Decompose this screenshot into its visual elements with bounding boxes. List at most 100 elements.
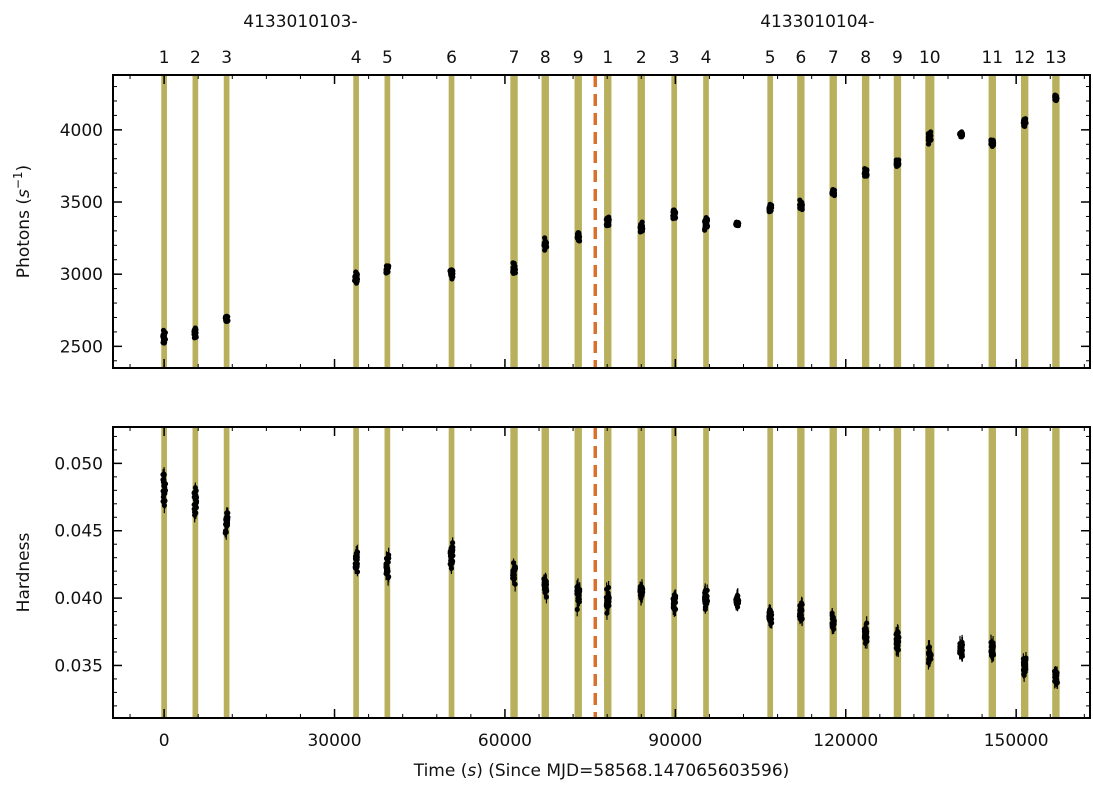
photon-rate-point [702, 226, 708, 232]
observation-band-bottom-10 [604, 427, 612, 718]
observation-segment-label: 11 [981, 48, 1003, 68]
hardness-point [957, 645, 964, 651]
observation-band-bottom-2 [192, 427, 199, 718]
observation-band-top-21 [1020, 75, 1029, 368]
observation-band-top-4 [353, 75, 359, 368]
hardness-point [1054, 677, 1060, 683]
photon-rate-point [797, 205, 804, 212]
obsid-group-label: 4133010104- [760, 12, 874, 32]
hardness-point [1020, 667, 1027, 673]
photon-rate-point [510, 260, 516, 266]
y-axis-label-hardness: Hardness [14, 533, 34, 613]
hardness-point [223, 529, 229, 535]
photon-rate-point [604, 217, 610, 223]
hardness-point [1020, 660, 1027, 666]
y-tick-label-top: 2500 [60, 337, 103, 357]
observation-band-top-8 [541, 75, 549, 368]
x-tick-label: 120000 [813, 731, 878, 751]
observation-band-bottom-16 [829, 427, 837, 718]
photon-rate-point [447, 268, 453, 274]
observation-band-top-6 [448, 75, 455, 368]
photon-rate-point [160, 332, 166, 339]
hardness-point [735, 600, 741, 606]
observation-band-top-9 [574, 75, 582, 368]
observation-band-bottom-9 [574, 427, 582, 718]
y-tick-label-bottom: 0.045 [54, 522, 103, 542]
observation-segment-label: 1 [602, 48, 613, 68]
observation-band-bottom-18 [893, 427, 902, 718]
hardness-point [354, 555, 360, 562]
hardness-point [604, 610, 610, 616]
observation-segment-label: 2 [636, 48, 647, 68]
photon-rate-point [604, 222, 610, 229]
photon-rate-point [925, 141, 932, 147]
hardness-point [702, 595, 708, 601]
observation-band-top-3 [223, 75, 230, 368]
observation-segment-label: 5 [765, 48, 776, 68]
hardness-point [193, 504, 199, 511]
x-tick-label: 0 [159, 731, 170, 751]
observation-segment-label: 9 [892, 48, 903, 68]
observation-band-bottom-20 [988, 427, 996, 718]
observation-band-bottom-17 [861, 427, 870, 718]
observation-band-top-12 [671, 75, 678, 368]
hardness-point [542, 577, 549, 584]
observation-segment-label: 10 [919, 48, 941, 68]
hardness-point [575, 597, 582, 603]
observation-band-top-1 [161, 75, 167, 368]
hardness-point [448, 545, 454, 551]
plot-frame-top [112, 74, 1091, 369]
hardness-point [193, 488, 199, 494]
photon-rate-point [510, 264, 516, 271]
observation-segment-label: 8 [540, 48, 551, 68]
observation-band-bottom-13 [703, 427, 709, 718]
hardness-point [352, 565, 359, 571]
hardness-point [988, 648, 994, 654]
y-tick-label-top: 3000 [60, 265, 103, 285]
observation-segment-label: 9 [573, 48, 584, 68]
photon-rate-point [862, 168, 868, 175]
photon-rate-point [1023, 120, 1029, 126]
observation-band-top-17 [861, 75, 870, 368]
observation-segment-label: 6 [795, 48, 806, 68]
observation-segment-label: 4 [701, 48, 712, 68]
observation-segment-label: 2 [190, 48, 201, 68]
photon-rate-point [829, 191, 835, 197]
hardness-point [830, 618, 836, 624]
photon-rate-point [353, 274, 360, 280]
photon-rate-point [1053, 96, 1060, 102]
observation-segment-label: 7 [828, 48, 839, 68]
hardness-point [605, 595, 611, 601]
observation-band-top-5 [384, 75, 391, 368]
hardness-point [829, 612, 835, 619]
photon-rate-point [384, 267, 390, 273]
hardness-point [1053, 669, 1059, 675]
observation-band-top-16 [829, 75, 837, 368]
plot-frame-bottom [112, 426, 1091, 719]
hardness-point [863, 633, 869, 639]
photon-rate-point [959, 129, 965, 135]
photon-rate-point [670, 209, 676, 215]
photon-rate-point [988, 137, 994, 143]
photon-rate-point [638, 226, 645, 232]
hardness-point [160, 498, 166, 505]
photon-rate-point [192, 325, 198, 331]
hardness-point [543, 594, 550, 600]
observation-segment-label: 12 [1014, 48, 1036, 68]
hardness-point [224, 520, 230, 526]
hardness-point [386, 574, 392, 580]
hardness-point [605, 602, 611, 608]
y-tick-label-top: 4000 [60, 121, 103, 141]
hardness-point [926, 644, 933, 650]
hardness-point [224, 510, 230, 516]
photon-rate-point [574, 234, 580, 240]
x-tick-label: 90000 [648, 731, 702, 751]
photon-rate-point [798, 199, 805, 206]
photon-rate-point [542, 239, 548, 245]
photon-rate-point [734, 222, 740, 228]
photon-rate-point [767, 207, 773, 213]
observation-band-top-15 [797, 75, 805, 368]
hardness-point [766, 616, 772, 622]
